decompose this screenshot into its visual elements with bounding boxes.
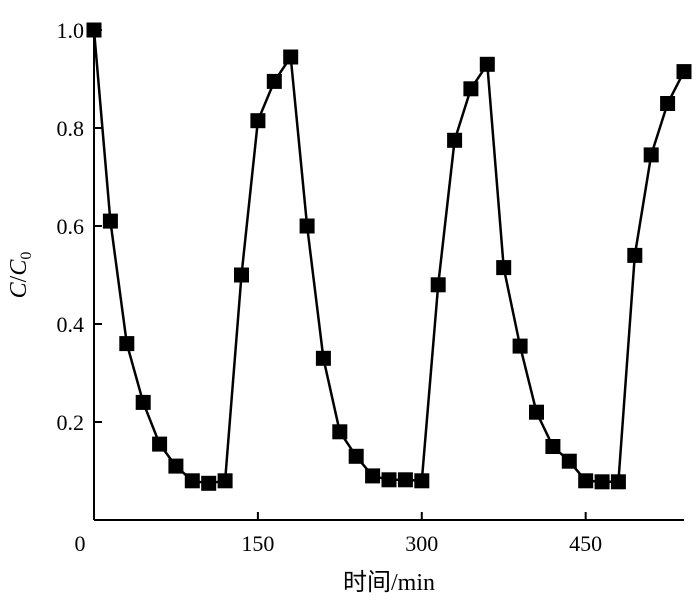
x-tick-label: 0 xyxy=(75,531,86,556)
data-point xyxy=(332,424,348,440)
data-point xyxy=(594,474,610,490)
data-point xyxy=(348,448,364,464)
data-point xyxy=(217,473,233,489)
y-tick-label: 0.2 xyxy=(57,410,85,435)
data-point xyxy=(414,473,430,489)
data-point xyxy=(627,247,643,263)
data-point xyxy=(463,81,479,97)
data-point xyxy=(299,218,315,234)
data-point xyxy=(479,56,495,72)
data-point xyxy=(315,350,331,366)
data-point xyxy=(184,473,200,489)
x-tick-label: 300 xyxy=(405,531,438,556)
data-point xyxy=(266,73,282,89)
data-point xyxy=(447,132,463,148)
x-axis-title: 时间/min xyxy=(343,569,435,596)
data-point xyxy=(135,394,151,410)
data-point xyxy=(365,468,381,484)
data-point xyxy=(610,474,626,490)
data-point xyxy=(168,458,184,474)
data-point xyxy=(430,277,446,293)
x-tick-label: 450 xyxy=(569,531,602,556)
y-axis-title-main: C xyxy=(6,281,32,298)
y-axis-title-denom: C xyxy=(6,259,32,276)
data-point xyxy=(119,336,135,352)
data-point xyxy=(660,96,676,111)
data-point xyxy=(283,49,299,65)
data-point xyxy=(676,64,692,80)
data-markers xyxy=(86,22,692,491)
data-point xyxy=(545,439,561,454)
x-tick-label: 150 xyxy=(241,531,274,556)
data-point xyxy=(578,473,594,489)
data-point xyxy=(250,113,266,129)
series-line xyxy=(92,29,686,485)
data-point xyxy=(643,147,659,163)
data-point xyxy=(381,472,397,488)
y-tick-label: 1.0 xyxy=(57,18,85,43)
data-point xyxy=(496,260,512,276)
y-axis-title: C/C0 xyxy=(6,252,35,299)
data-point xyxy=(201,475,217,491)
data-point xyxy=(529,404,544,420)
data-point xyxy=(561,453,577,469)
tick-labels: 0 150 300 450 0.2 0.4 0.6 0.8 1.0 xyxy=(57,18,603,556)
data-point xyxy=(512,338,528,354)
tick-marks xyxy=(94,29,587,520)
data-point xyxy=(397,472,413,488)
axes xyxy=(93,24,684,521)
y-axis-title-sep: / xyxy=(6,275,32,282)
data-point xyxy=(152,436,168,452)
data-point xyxy=(234,267,249,283)
y-tick-label: 0.4 xyxy=(57,312,85,337)
data-point xyxy=(102,213,118,229)
y-tick-label: 0.6 xyxy=(57,214,85,239)
y-tick-label: 0.8 xyxy=(57,116,85,141)
data-point xyxy=(86,22,102,38)
y-axis-title-sub: 0 xyxy=(18,252,35,260)
